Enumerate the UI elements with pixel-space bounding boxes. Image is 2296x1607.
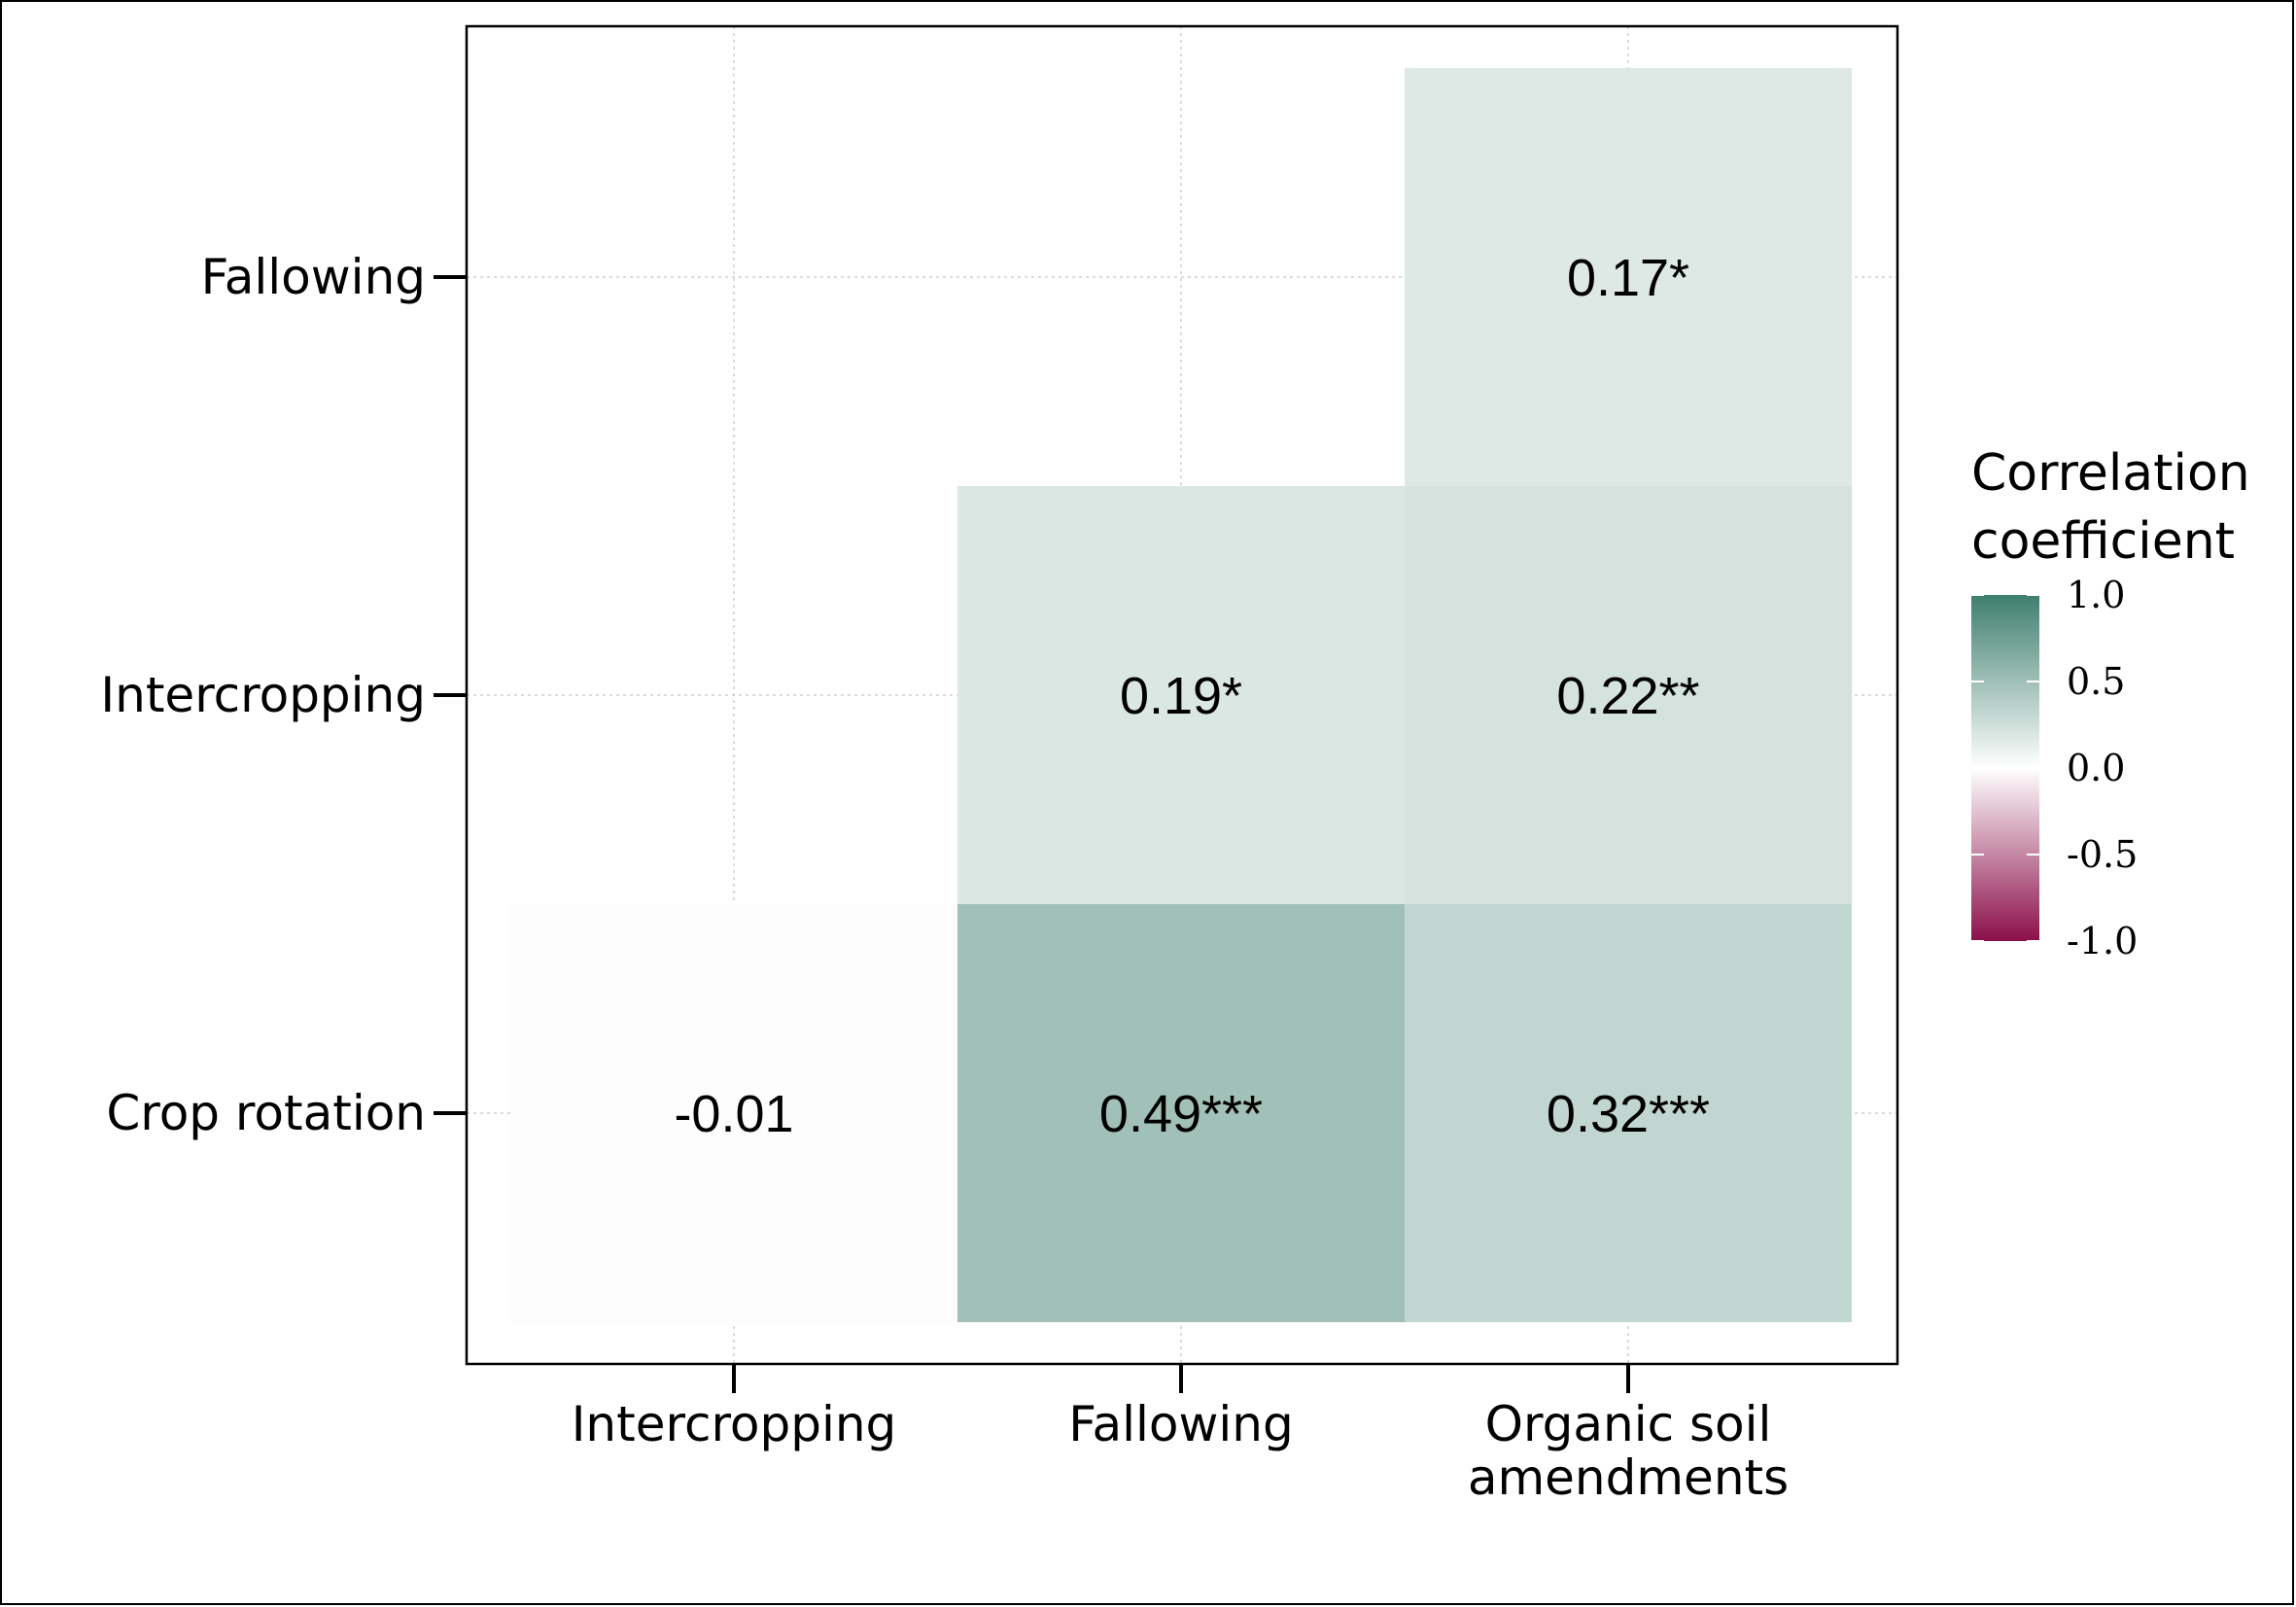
heatmap-cell — [957, 486, 1405, 904]
x-tick-label: Fallowing — [1068, 1396, 1293, 1452]
heatmap-cell — [1405, 904, 1852, 1322]
legend-tick-label: -0.5 — [2067, 833, 2138, 876]
y-tick-label: Crop rotation — [106, 1085, 426, 1141]
legend-tick-label: -1.0 — [2067, 920, 2138, 962]
cell-value-label: 0.17* — [1567, 249, 1689, 307]
heatmap-cell — [957, 904, 1405, 1322]
cell-value-label: 0.22** — [1556, 667, 1699, 725]
heatmap-cells: -0.01 0.49*** 0.32*** 0.19* 0.22** 0.17* — [510, 68, 1852, 1322]
y-tick-label: Fallowing — [201, 249, 426, 305]
heatmap-cell — [510, 904, 957, 1322]
legend-title: Correlation coefficient — [1971, 444, 2250, 571]
x-tick-label: Intercropping — [572, 1396, 897, 1452]
x-tick-label: Organic soil amendments — [1468, 1396, 1789, 1506]
cell-value-label: 0.19* — [1120, 667, 1242, 725]
cell-value-label: 0.49*** — [1099, 1085, 1263, 1143]
legend-tick-label: 1.0 — [2067, 574, 2125, 616]
legend-tick-label: 0.0 — [2067, 747, 2125, 789]
heatmap-cell — [1405, 486, 1852, 904]
y-tick-label: Intercropping — [100, 667, 426, 723]
cell-value-label: -0.01 — [674, 1085, 793, 1143]
cell-value-label: 0.32*** — [1547, 1085, 1710, 1143]
legend-tick-label: 0.5 — [2067, 660, 2125, 703]
axes: Crop rotation Intercropping Fallowing Inter… — [100, 249, 1789, 1506]
heatmap-cell — [1405, 68, 1852, 486]
